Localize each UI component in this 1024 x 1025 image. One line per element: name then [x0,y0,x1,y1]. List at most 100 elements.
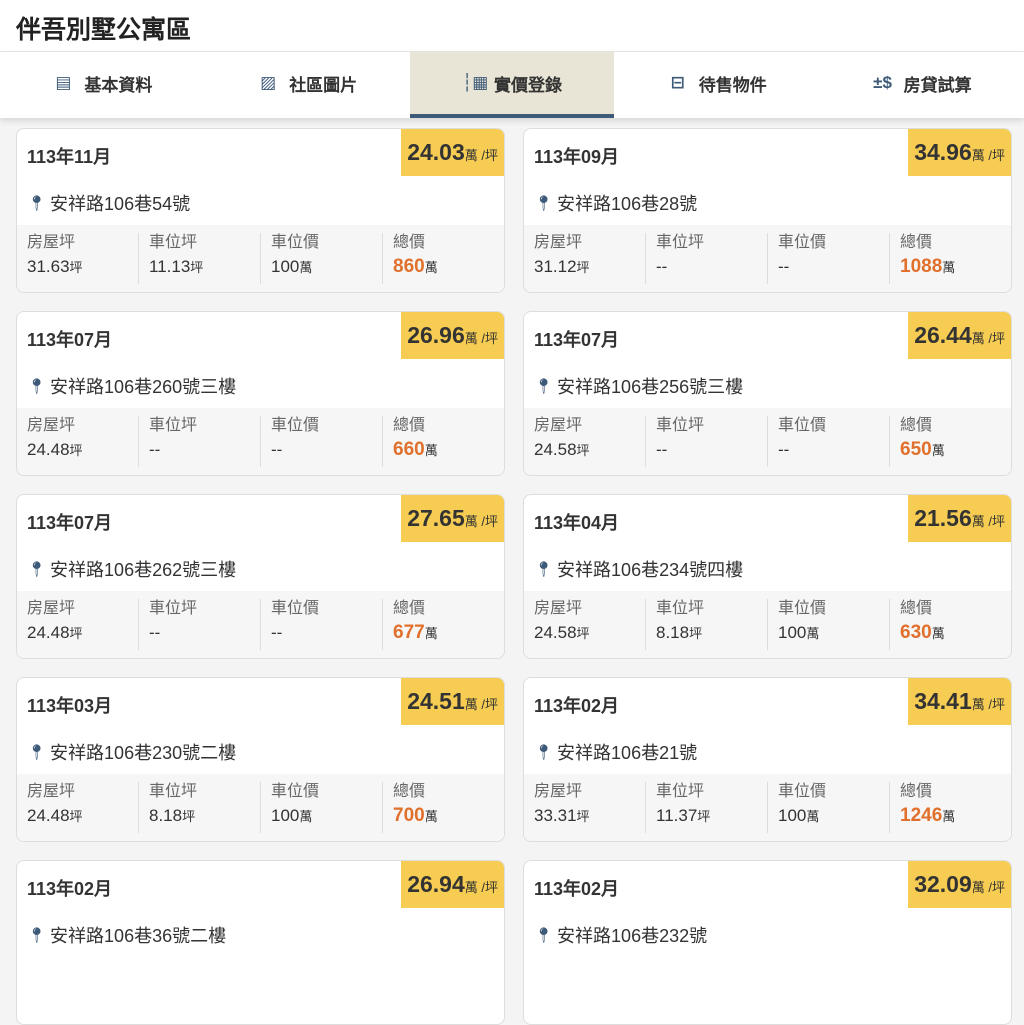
transaction-card[interactable]: 113年11月 24.03萬 /坪 📍︎ 安祥路106巷54號 房屋坪 31.63坪… [16,128,505,293]
text: 安祥路106巷232號 [557,926,708,946]
text: 萬 [424,260,438,275]
text: 坪 [576,626,590,641]
text: 11.37 [656,806,698,825]
total-price: 860萬 [393,253,504,282]
text: 24.48 [27,440,70,459]
text: 車位坪 [656,783,705,800]
text: -- [271,623,283,642]
tab-2[interactable]: ┆▦ 實價登錄 [409,52,615,118]
total-price: 630萬 [900,619,1011,648]
transaction-card[interactable]: 113年04月 21.56萬 /坪 📍︎ 安祥路106巷234號四樓 房屋坪 24.… [523,494,1012,659]
text: 860 [393,256,425,277]
text: 房屋坪 [27,600,76,617]
tab-label: 待售物件 [698,75,767,95]
text: 車位價 [271,417,320,434]
stats-row: 房屋坪 24.48坪 車位坪 8.18坪 車位價 100萬 總價 700萬 [17,774,504,841]
parking-area: 8.18坪 [149,802,260,831]
map-pin-icon: 📍︎ [534,744,554,761]
house-area: 24.48坪 [27,436,138,465]
transaction-date: 113年04月 [534,513,620,533]
text: 24.58 [534,623,577,642]
text: 萬 [424,809,438,824]
text: 100 [271,806,300,825]
text: 坪 [69,626,83,641]
text: 車位價 [778,234,827,251]
unit-price-badge: 24.03萬 /坪 [401,129,504,176]
text: 萬 [299,260,313,275]
text: 車位價 [778,417,827,434]
text: 萬 /坪 [464,514,498,529]
text: 車位坪 [656,600,705,617]
stats-row: 房屋坪 24.58坪 車位坪 -- 車位價 -- 總價 650萬 [524,408,1011,475]
tab-4[interactable]: ±$ 房貸試算 [819,52,1024,118]
address: 📍︎ 安祥路106巷36號二樓 [27,922,226,948]
unit-price-badge: 26.94萬 /坪 [401,861,504,908]
text: 車位坪 [149,417,198,434]
transaction-card[interactable]: 113年02月 34.41萬 /坪 📍︎ 安祥路106巷21號 房屋坪 33.31坪… [523,677,1012,842]
text: 安祥路106巷36號二樓 [50,926,227,946]
total-price: 700萬 [393,802,504,831]
parking-price: -- [271,619,382,647]
transaction-card[interactable]: 113年07月 27.65萬 /坪 📍︎ 安祥路106巷262號三樓 房屋坪 24.… [16,494,505,659]
unit-price-badge: 27.65萬 /坪 [401,495,504,542]
text: -- [149,623,161,642]
text: 坪 [69,443,83,458]
transaction-card[interactable]: 113年02月 26.94萬 /坪 📍︎ 安祥路106巷36號二樓 [16,860,505,1025]
house-area: 24.48坪 [27,619,138,648]
total-price: 1088萬 [900,253,1011,282]
tab-0[interactable]: ▤ 基本資料 [0,52,205,118]
tab-3[interactable]: ⊟ 待售物件 [614,52,819,118]
unit-price-badge: 34.96萬 /坪 [908,129,1011,176]
document-icon: ▤ [55,73,72,92]
transaction-card[interactable]: 113年07月 26.44萬 /坪 📍︎ 安祥路106巷256號三樓 房屋坪 24.… [523,311,1012,476]
transaction-card[interactable]: 113年02月 32.09萬 /坪 📍︎ 安祥路106巷232號 [523,860,1012,1025]
unit-price-badge: 34.41萬 /坪 [908,678,1011,725]
text: 31.63 [27,257,70,276]
transaction-card[interactable]: 113年09月 34.96萬 /坪 📍︎ 安祥路106巷28號 房屋坪 31.12坪… [523,128,1012,293]
map-pin-icon: 📍︎ [27,927,47,944]
transaction-card[interactable]: 113年03月 24.51萬 /坪 📍︎ 安祥路106巷230號二樓 房屋坪 24.… [16,677,505,842]
transaction-list: 113年11月 24.03萬 /坪 📍︎ 安祥路106巷54號 房屋坪 31.63坪… [0,118,1024,1025]
text: -- [149,440,161,459]
text: 34.41 [914,688,972,714]
map-pin-icon: 📍︎ [534,195,554,212]
text: 坪 [69,260,83,275]
text: 萬 [942,809,956,824]
text: 總價 [393,234,426,251]
text: 房屋坪 [534,234,583,251]
house-area: 33.31坪 [534,802,645,831]
transaction-date: 113年07月 [534,330,620,350]
text: 房屋坪 [27,234,76,251]
text: 坪 [697,809,711,824]
address: 📍︎ 安祥路106巷230號二樓 [27,739,236,765]
text: 萬 /坪 [971,514,1005,529]
text: 總價 [393,600,426,617]
transaction-date: 113年02月 [534,879,620,899]
stats-row: 房屋坪 31.63坪 車位坪 11.13坪 車位價 100萬 總價 860萬 [17,225,504,292]
tab-1[interactable]: ▨ 社區圖片 [205,52,410,118]
text: 房屋坪 [534,417,583,434]
transaction-card[interactable]: 113年07月 26.96萬 /坪 📍︎ 安祥路106巷260號三樓 房屋坪 24.… [16,311,505,476]
text: -- [656,257,668,276]
text: 車位價 [778,600,827,617]
text: 萬 /坪 [971,331,1005,346]
text: 100 [778,623,807,642]
stats-row: 房屋坪 24.58坪 車位坪 8.18坪 車位價 100萬 總價 630萬 [524,591,1011,658]
text: 677 [393,622,425,643]
text: 房屋坪 [534,783,583,800]
store-icon: ⊟ [670,73,685,92]
text: 27.65 [407,505,465,531]
address: 📍︎ 安祥路106巷21號 [534,739,697,765]
text: 車位價 [778,783,827,800]
text: 安祥路106巷256號三樓 [557,377,744,397]
text: 房屋坪 [27,783,76,800]
house-area: 24.58坪 [534,619,645,648]
address: 📍︎ 安祥路106巷232號 [534,922,707,948]
text: 萬 [299,809,313,824]
text: 坪 [689,626,703,641]
text: 萬 /坪 [971,148,1005,163]
text: 房屋坪 [534,600,583,617]
house-area: 24.48坪 [27,802,138,831]
text: 萬 [806,809,820,824]
text: 總價 [900,600,933,617]
